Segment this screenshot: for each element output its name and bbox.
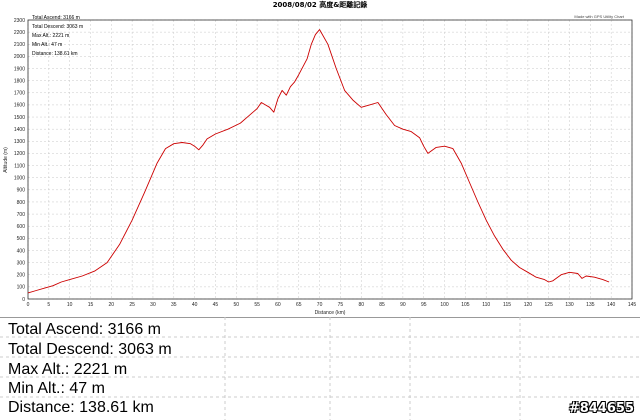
y-tick-label: 2200	[14, 30, 25, 36]
y-tick-label: 1200	[14, 151, 25, 157]
x-tick-label: 15	[88, 302, 94, 308]
x-tick-label: 70	[317, 302, 323, 308]
y-tick-label: 500	[17, 236, 26, 242]
summary-grid	[0, 317, 640, 420]
x-tick-label: 110	[482, 302, 490, 308]
y-tick-label: 1700	[14, 91, 25, 97]
summary-descend: Total Descend: 3063 m	[8, 341, 172, 358]
x-tick-label: 145	[628, 302, 637, 308]
y-tick-label: 1400	[14, 127, 25, 133]
y-tick-label: 700	[17, 212, 26, 218]
summary-panel: Total Ascend: 3166 m Total Descend: 3063…	[0, 317, 640, 420]
x-tick-label: 80	[358, 302, 364, 308]
tick-labels: 0100200300400500600700800900100011001200…	[14, 18, 637, 308]
series-layer	[27, 29, 610, 294]
x-tick-label: 45	[213, 302, 219, 308]
y-tick-label: 1500	[14, 115, 25, 121]
y-tick-label: 1000	[14, 175, 25, 181]
y-axis-label: Altitude (m)	[3, 147, 9, 173]
summary-ascend: Total Ascend: 3166 m	[8, 321, 161, 338]
x-tick-label: 140	[607, 302, 616, 308]
y-tick-label: 100	[17, 285, 26, 291]
x-tick-label: 35	[171, 302, 177, 308]
x-tick-label: 75	[338, 302, 344, 308]
x-tick-label: 25	[129, 302, 135, 308]
x-tick-label: 10	[67, 302, 73, 308]
x-tick-label: 135	[586, 302, 595, 308]
chart-title: 2008/08/02 高度&距離記錄	[273, 0, 369, 9]
y-tick-label: 1100	[14, 163, 25, 169]
y-tick-label: 200	[17, 273, 26, 279]
y-tick-label: 0	[22, 297, 25, 303]
overlay-descend: Total Descend: 3063 m	[32, 24, 83, 30]
summary-max: Max Alt.: 2221 m	[8, 361, 128, 378]
x-tick-label: 40	[192, 302, 198, 308]
x-tick-label: 55	[254, 302, 260, 308]
x-tick-label: 95	[421, 302, 427, 308]
y-tick-label: 1800	[14, 78, 25, 84]
overlay-max: Max Alt.: 2221 m	[32, 33, 69, 39]
overlay-stats-box: Total Ascend: 3166 m Total Descend: 3063…	[32, 15, 83, 57]
y-tick-label: 2300	[14, 18, 25, 24]
y-tick-label: 600	[17, 224, 26, 230]
x-tick-label: 125	[545, 302, 554, 308]
y-tick-label: 300	[17, 260, 26, 266]
y-tick-label: 2000	[14, 54, 25, 60]
x-tick-label: 0	[27, 302, 30, 308]
y-tick-label: 1900	[14, 66, 25, 72]
overlay-min: Min Alt.: 47 m	[32, 42, 62, 48]
x-tick-label: 50	[233, 302, 239, 308]
plot-frame	[27, 19, 633, 300]
x-tick-label: 85	[379, 302, 385, 308]
summary-distance: Distance: 138.61 km	[8, 399, 154, 416]
x-tick-label: 130	[565, 302, 574, 308]
altitude-chart: 2008/08/02 高度&距離記錄 010020030040050060070…	[3, 0, 637, 316]
x-tick-label: 20	[109, 302, 115, 308]
chart-grid	[27, 19, 633, 300]
x-tick-label: 105	[461, 302, 470, 308]
y-tick-label: 1600	[14, 103, 25, 109]
x-tick-label: 65	[296, 302, 302, 308]
x-tick-label: 30	[150, 302, 156, 308]
overlay-distance: Distance: 138.61 km	[32, 51, 78, 57]
overlay-ascend: Total Ascend: 3166 m	[32, 15, 80, 21]
y-tick-label: 1300	[14, 139, 25, 145]
x-tick-label: 5	[47, 302, 50, 308]
credit-text: Made with GPS Utility Chart	[574, 14, 624, 19]
summary-min: Min Alt.: 47 m	[8, 380, 105, 397]
y-tick-label: 2100	[14, 42, 25, 48]
x-tick-label: 60	[275, 302, 281, 308]
altitude-line	[27, 29, 610, 294]
y-tick-label: 800	[17, 200, 26, 206]
y-tick-label: 900	[17, 188, 26, 194]
x-tick-label: 90	[400, 302, 406, 308]
x-tick-label: 120	[524, 302, 533, 308]
x-tick-label: 100	[440, 302, 449, 308]
x-tick-label: 115	[503, 302, 511, 308]
watermark: #844655	[568, 401, 634, 416]
y-tick-label: 400	[17, 248, 26, 254]
x-axis-label: Distance (km)	[315, 310, 346, 316]
